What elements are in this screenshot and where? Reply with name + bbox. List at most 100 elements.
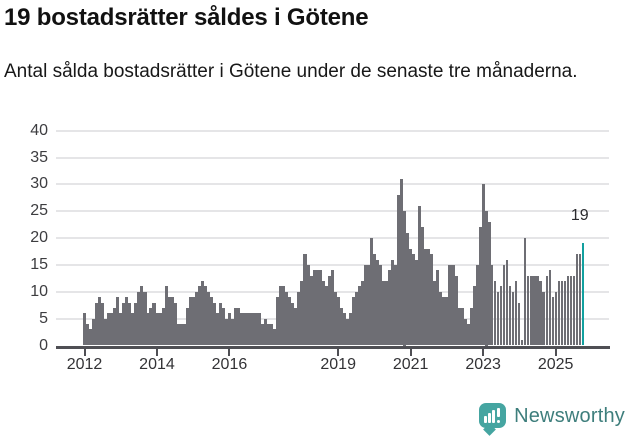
bar — [345, 318, 349, 346]
bar — [276, 297, 280, 346]
bar — [273, 329, 277, 346]
bar — [149, 307, 153, 346]
gridline-y-30 — [56, 183, 609, 186]
bar — [104, 318, 108, 346]
bar — [122, 302, 126, 346]
bar — [445, 297, 449, 346]
bar — [385, 281, 389, 346]
bar — [83, 313, 87, 346]
bar — [542, 291, 545, 346]
bar — [261, 324, 265, 346]
bar — [194, 291, 198, 346]
bar — [397, 195, 401, 346]
bar — [527, 275, 530, 346]
bar — [179, 324, 183, 346]
bar — [388, 270, 392, 346]
bar — [218, 302, 222, 346]
bar — [110, 313, 114, 346]
bar — [315, 270, 319, 346]
latest-value-label: 19 — [570, 207, 589, 225]
bar — [503, 264, 506, 346]
bar — [131, 313, 135, 346]
bar — [439, 291, 443, 346]
bar — [224, 318, 229, 346]
bar — [327, 275, 331, 346]
bar — [119, 313, 123, 346]
bar — [237, 307, 241, 346]
y-axis-label-5: 5 — [39, 309, 48, 327]
bar — [215, 313, 219, 346]
mini-bar-2 — [488, 412, 492, 423]
x-axis-label-2023: 2023 — [465, 355, 501, 373]
bar — [98, 297, 102, 346]
bar — [391, 259, 395, 346]
bar — [512, 291, 515, 346]
bar — [494, 281, 497, 346]
x-tick-2012 — [83, 349, 86, 356]
x-tick-2021 — [409, 349, 412, 356]
bar — [418, 205, 422, 346]
bar — [578, 254, 581, 346]
bar — [125, 297, 129, 346]
gridline-y-15 — [56, 263, 609, 266]
bar — [288, 297, 292, 346]
newsworthy-logo[interactable]: Newsworthy — [479, 399, 625, 436]
bar — [451, 264, 455, 346]
bar — [209, 297, 213, 346]
bar — [113, 307, 117, 346]
bar — [221, 307, 226, 346]
bar — [500, 286, 503, 346]
y-axis-label-0: 0 — [39, 336, 48, 354]
bar — [406, 232, 410, 346]
exclamation-stem — [497, 407, 501, 417]
bar — [197, 286, 201, 346]
x-tick-2016 — [228, 349, 231, 356]
bar — [506, 259, 509, 346]
bar — [321, 281, 325, 346]
exclamation-dot — [497, 419, 501, 423]
bar — [206, 291, 210, 346]
bar — [182, 324, 186, 346]
bar — [255, 313, 259, 346]
bar — [551, 297, 554, 346]
bar — [487, 221, 491, 346]
bar — [360, 281, 364, 346]
bar — [86, 324, 90, 346]
bar — [312, 270, 316, 346]
bar — [548, 270, 551, 346]
gridline-y-35 — [56, 156, 609, 159]
x-tick-2019 — [337, 349, 340, 356]
bar — [176, 324, 180, 346]
bar — [92, 318, 96, 346]
bar — [285, 291, 289, 346]
bar — [518, 302, 521, 346]
bar — [230, 318, 235, 346]
y-axis-label-10: 10 — [30, 282, 48, 300]
bar — [161, 307, 165, 346]
x-axis-label-2014: 2014 — [139, 355, 175, 373]
bar — [200, 281, 204, 346]
bar — [478, 227, 482, 346]
bar — [424, 248, 428, 346]
y-axis-label-20: 20 — [30, 229, 48, 247]
y-axis-label-25: 25 — [30, 202, 48, 220]
bar — [170, 297, 174, 346]
bar — [318, 270, 322, 346]
page-title: 19 bostadsrätter såldes i Götene — [4, 4, 369, 31]
bar — [143, 291, 147, 346]
bar — [442, 297, 446, 346]
x-axis-label-2021: 2021 — [392, 355, 429, 373]
bar — [545, 275, 548, 346]
bar — [342, 313, 346, 346]
bar — [566, 275, 569, 346]
bar — [575, 254, 578, 346]
bar — [116, 297, 120, 346]
x-axis-line — [56, 345, 610, 349]
bar — [357, 286, 361, 346]
bar — [369, 238, 373, 346]
bar — [243, 313, 247, 346]
bar — [415, 259, 419, 346]
chart-subtitle: Antal sålda bostadsrätter i Götene under… — [4, 61, 578, 82]
bar — [270, 324, 274, 346]
